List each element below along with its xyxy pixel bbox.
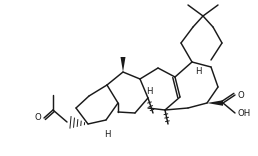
Text: OH: OH [238,109,251,117]
Polygon shape [207,100,223,106]
Text: H: H [146,86,152,95]
Text: O: O [238,90,245,100]
Polygon shape [120,57,125,72]
Text: O: O [34,114,41,122]
Text: H: H [104,130,110,139]
Text: H: H [196,68,202,76]
